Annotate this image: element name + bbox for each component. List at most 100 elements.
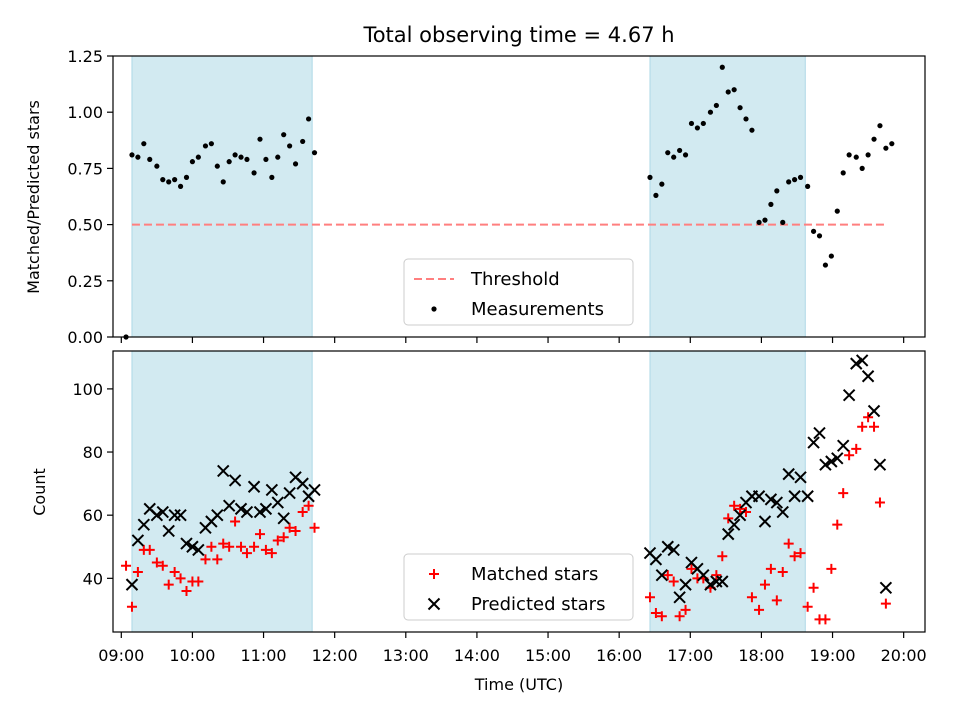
data-point bbox=[826, 563, 837, 574]
data-point bbox=[189, 159, 196, 165]
data-point bbox=[759, 579, 770, 590]
data-point bbox=[863, 412, 874, 423]
data-point bbox=[723, 513, 734, 524]
data-point bbox=[749, 127, 755, 133]
data-point bbox=[686, 563, 697, 574]
y-tick-label: 0.25 bbox=[67, 272, 103, 291]
data-point bbox=[883, 145, 889, 151]
data-point bbox=[680, 604, 691, 615]
data-point bbox=[206, 541, 217, 552]
data-point bbox=[733, 508, 747, 522]
data-point bbox=[266, 548, 277, 559]
data-point bbox=[797, 174, 804, 180]
data-point bbox=[808, 582, 819, 593]
data-point bbox=[850, 357, 863, 370]
data-point bbox=[154, 163, 160, 169]
data-point bbox=[861, 370, 875, 383]
data-point bbox=[214, 163, 220, 169]
data-point bbox=[222, 499, 236, 512]
x-tick-label: 10:00 bbox=[169, 646, 215, 665]
data-point bbox=[869, 421, 880, 432]
data-point bbox=[846, 152, 852, 158]
data-point bbox=[729, 500, 740, 511]
data-point bbox=[661, 540, 674, 553]
data-point bbox=[857, 421, 868, 432]
data-point bbox=[665, 150, 671, 156]
data-point bbox=[758, 515, 772, 528]
data-point bbox=[722, 527, 735, 541]
data-point bbox=[647, 174, 653, 180]
data-point bbox=[230, 516, 241, 527]
data-point bbox=[717, 551, 728, 562]
y-tick-label: 0.00 bbox=[67, 328, 103, 347]
data-point bbox=[822, 262, 829, 268]
data-point bbox=[121, 560, 132, 571]
data-point bbox=[656, 611, 667, 622]
data-point bbox=[754, 604, 765, 615]
data-point bbox=[269, 174, 275, 180]
data-point bbox=[867, 404, 881, 418]
data-point bbox=[172, 177, 178, 183]
legend-label: Matched stars bbox=[471, 564, 598, 585]
data-point bbox=[249, 541, 260, 552]
observing-window bbox=[131, 350, 313, 633]
data-point bbox=[287, 143, 293, 149]
data-point bbox=[840, 170, 846, 176]
data-point bbox=[746, 592, 757, 603]
legend-box bbox=[403, 258, 634, 326]
y-tick-label: 1.25 bbox=[67, 47, 103, 66]
data-point bbox=[851, 443, 862, 454]
data-point bbox=[183, 174, 190, 180]
data-point bbox=[700, 120, 706, 127]
data-point bbox=[157, 560, 168, 571]
data-point bbox=[218, 538, 229, 549]
chart-title: Total observing time = 4.67 h bbox=[362, 23, 674, 47]
data-point bbox=[762, 217, 768, 223]
data-point bbox=[810, 228, 817, 234]
data-point bbox=[655, 568, 669, 582]
x-tick-label: 19:00 bbox=[809, 646, 855, 665]
data-point bbox=[677, 147, 683, 154]
data-point bbox=[253, 505, 267, 519]
data-point bbox=[819, 458, 832, 471]
data-point bbox=[735, 503, 746, 514]
axes-frame bbox=[112, 350, 926, 633]
data-point bbox=[743, 116, 749, 122]
data-point bbox=[836, 439, 850, 452]
data-point bbox=[679, 578, 692, 591]
x-tick-label: 16:00 bbox=[596, 646, 642, 665]
data-point bbox=[713, 102, 719, 109]
data-point bbox=[782, 467, 795, 481]
data-point bbox=[789, 551, 800, 562]
data-point bbox=[283, 486, 296, 500]
data-point bbox=[156, 505, 169, 519]
legend: Threshold Measurements bbox=[403, 258, 634, 326]
data-point bbox=[668, 576, 679, 587]
data-point bbox=[707, 109, 714, 115]
data-point bbox=[135, 154, 141, 160]
legend: Matched stars Predicted stars bbox=[403, 553, 634, 621]
legend-x-swatch bbox=[427, 597, 441, 611]
y-tick-label: 0.50 bbox=[67, 216, 103, 235]
data-point bbox=[272, 535, 283, 546]
data-point bbox=[212, 554, 223, 565]
data-point bbox=[232, 152, 238, 158]
y-tick-label: 80 bbox=[83, 443, 103, 462]
data-point bbox=[150, 508, 164, 522]
data-point bbox=[175, 573, 186, 584]
data-point bbox=[877, 123, 883, 129]
data-point bbox=[649, 553, 663, 566]
data-point bbox=[208, 141, 214, 147]
data-point bbox=[163, 579, 174, 590]
data-point bbox=[166, 179, 172, 185]
data-point bbox=[311, 150, 318, 156]
data-point bbox=[174, 508, 187, 522]
data-point bbox=[297, 507, 308, 518]
data-point bbox=[805, 183, 811, 189]
data-point bbox=[228, 474, 242, 487]
data-point bbox=[200, 554, 211, 565]
data-point bbox=[802, 601, 813, 612]
data-point bbox=[828, 253, 834, 259]
data-point bbox=[278, 532, 289, 543]
